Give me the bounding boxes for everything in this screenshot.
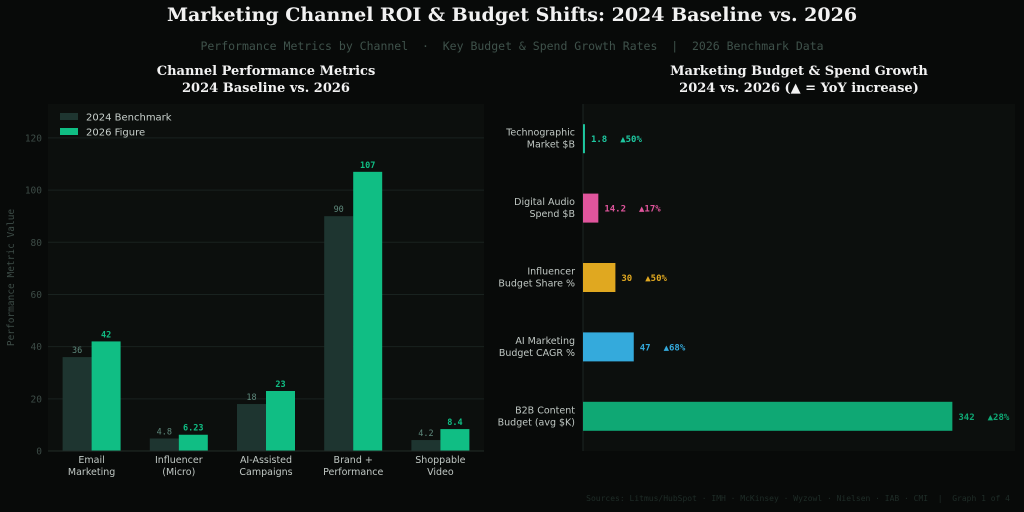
bar-2026 [178,434,208,451]
y-tick-label: 20 [31,394,43,405]
bar-value-label: 4.2 [418,429,433,439]
left-chart-title: Channel Performance Metrics 2024 Baselin… [48,63,484,97]
y-tick-label: 0 [36,447,42,458]
bar-value-label: 18 [246,393,256,403]
hbar [583,193,599,223]
x-tick-label: Brand + [334,455,373,466]
right-chart-title-line2: 2024 vs. 2026 (▲ = YoY increase) [679,81,919,96]
right-chart-title-line1: Marketing Budget & Spend Growth [670,64,928,79]
x-tick-label: Influencer [155,455,203,466]
hbar-category-label: B2B Content [515,405,575,416]
x-tick-label: AI-Assisted [240,455,292,466]
bar-value-label: 107 [360,161,375,171]
hbar [583,332,634,362]
bar-2024 [324,216,354,451]
x-tick-label: Performance [323,467,383,478]
x-tick-label: (Micro) [162,467,195,478]
legend-swatch-2024 [60,113,78,120]
y-tick-label: 40 [31,342,43,353]
right-plot-area [583,104,1015,451]
hbar-value-label: 1.8 [591,135,607,145]
legend-swatch-2026 [60,128,78,135]
hbar-category-label: Budget Share % [498,279,575,290]
hbar-category-label: Technographic [505,128,575,139]
hbar-value-label: 342 [958,413,974,423]
sources-footnote: Sources: Litmus/HubSpot · IMH · McKinsey… [586,494,1010,503]
hbar-growth-label: ▲50% [620,135,642,145]
hbar-category-label: AI Marketing [515,336,575,347]
hbar-category-label: Budget (avg $K) [498,417,575,428]
bar-value-label: 36 [72,346,82,356]
bar-2024 [411,440,441,451]
y-tick-label: 100 [25,186,42,197]
bar-value-label: 90 [334,205,344,215]
hbar-category-label: Digital Audio [514,197,575,208]
x-tick-label: Shoppable [415,455,465,466]
hbar-category-label: Influencer [527,267,575,278]
bar-2026 [353,171,383,451]
hbar-growth-label: ▲17% [639,205,661,215]
hbar-category-label: Market $B [527,140,575,151]
bar-2026 [266,390,295,451]
bar-2024 [149,438,179,451]
hbar-value-label: 47 [640,343,651,353]
bar-value-label: 6.23 [183,424,203,434]
x-tick-label: Video [427,467,454,478]
hbar-value-label: 30 [621,274,632,284]
hbar [583,263,616,292]
hbar-category-label: Spend $B [529,209,575,220]
page-subtitle: Performance Metrics by Channel · Key Bud… [200,39,824,53]
page-title: Marketing Channel ROI & Budget Shifts: 2… [166,4,858,26]
y-axis-label: Performance Metric Value [6,209,17,347]
left-chart-title-line2: 2024 Baseline vs. 2026 [182,81,350,96]
bar-value-label: 4.8 [157,427,172,437]
bar-value-label: 8.4 [447,418,462,428]
hbar-value-label: 14.2 [604,205,626,215]
bar-value-label: 42 [101,330,111,340]
left-chart-title-line1: Channel Performance Metrics [156,64,376,79]
y-tick-label: 80 [31,238,43,249]
y-tick-label: 120 [25,133,42,144]
x-tick-label: Campaigns [239,467,292,478]
hbar-growth-label: ▲68% [664,343,686,353]
legend-label: 2026 Figure [86,128,145,139]
x-tick-label: Email [78,455,104,466]
y-tick-label: 60 [31,290,43,301]
legend-label: 2024 Benchmark [86,113,172,124]
hbar [583,124,585,154]
bar-2024 [62,357,92,451]
bar-2026 [440,429,470,451]
x-tick-label: Marketing [68,467,115,478]
bar-2024 [237,404,266,451]
hbar-category-label: Budget CAGR % [499,348,575,359]
hbar [583,401,953,431]
bar-value-label: 23 [275,380,285,390]
hbar-growth-label: ▲50% [645,274,667,284]
bar-2026 [91,341,121,451]
hbar-growth-label: ▲28% [988,413,1010,423]
right-chart-title: Marketing Budget & Spend Growth 2024 vs.… [583,63,1015,97]
